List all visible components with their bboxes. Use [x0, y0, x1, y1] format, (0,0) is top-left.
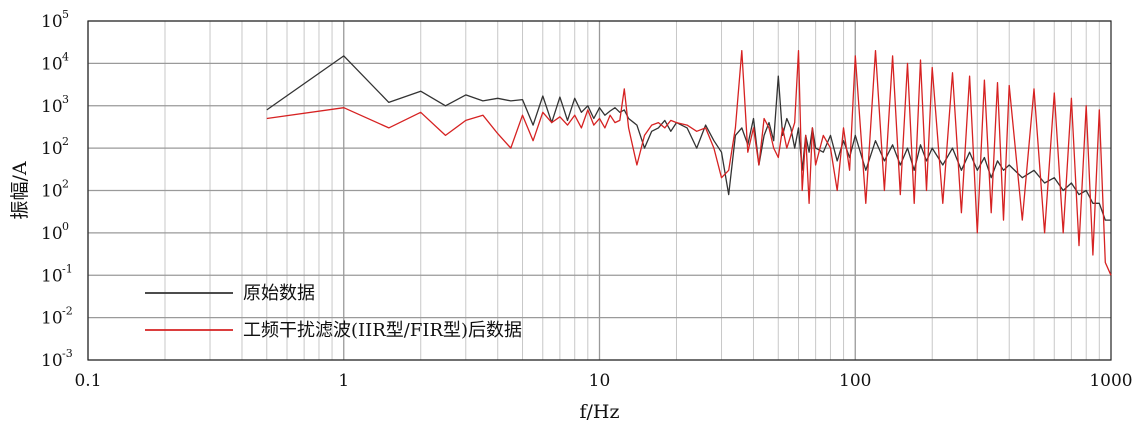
x-tick-labels: 0.1 1 10 100 1000 [74, 371, 1132, 391]
x-tick-label: 100 [839, 371, 871, 391]
y-tick-label: 10 2 [41, 178, 69, 202]
x-axis-title: f/Hz [579, 401, 619, 423]
y-tick-labels: 10 -310 -210 -110 010 210 210 310 410 5 [41, 8, 73, 371]
x-tick-label: 1 [338, 371, 349, 391]
y-tick-exponent: 4 [62, 50, 69, 63]
plot-frame [87, 20, 1112, 361]
y-tick-exponent: 3 [62, 93, 69, 106]
y-tick-exponent: 2 [62, 135, 69, 148]
series-group [266, 49, 1112, 276]
y-tick-label: 10 2 [41, 135, 69, 159]
x-tick-label: 0.1 [74, 371, 101, 391]
y-tick-exponent: -2 [62, 305, 73, 318]
y-tick-exponent: -1 [62, 262, 73, 275]
y-tick-exponent: 0 [62, 220, 69, 233]
y-tick-base: 10 [41, 139, 63, 159]
y-tick-label: 10 -2 [41, 305, 73, 329]
y-tick-base: 10 [41, 224, 63, 244]
y-tick-label: 10 -1 [41, 262, 73, 286]
y-tick-label: 10 4 [41, 50, 69, 74]
y-tick-label: 10 5 [41, 8, 69, 32]
legend-label-1: 工频干扰滤波(IIR型/FIR型)后数据 [243, 320, 522, 341]
x-tick-label: 10 [589, 371, 611, 391]
y-tick-label: 10 3 [41, 93, 69, 117]
y-tick-exponent: 5 [62, 8, 69, 21]
y-tick-base: 10 [41, 54, 63, 74]
y-tick-base: 10 [41, 351, 63, 371]
y-tick-exponent: -3 [62, 347, 73, 360]
y-axis-title: 振幅/A [9, 161, 31, 219]
series-line-1 [266, 49, 1112, 276]
legend-label-0: 原始数据 [243, 283, 315, 304]
series-line-0 [266, 55, 1111, 221]
y-tick-base: 10 [41, 309, 63, 329]
y-tick-base: 10 [41, 97, 63, 117]
x-tick-label: 1000 [1089, 371, 1132, 391]
y-tick-label: 10 0 [41, 220, 69, 244]
y-tick-label: 10 -3 [41, 347, 73, 371]
y-tick-base: 10 [41, 182, 63, 202]
y-tick-exponent: 2 [62, 178, 69, 191]
y-tick-base: 10 [41, 12, 63, 32]
y-tick-base: 10 [41, 266, 63, 286]
